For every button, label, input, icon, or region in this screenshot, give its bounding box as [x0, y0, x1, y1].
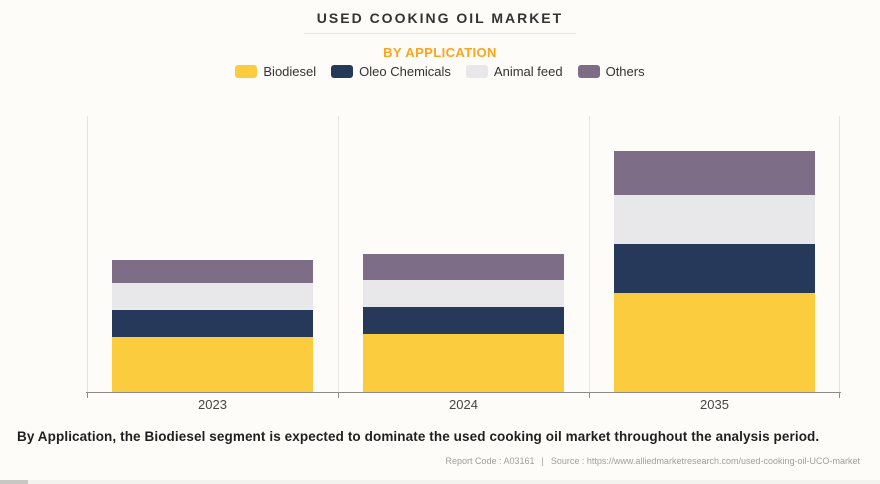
title-divider [304, 33, 576, 34]
legend-item-animal-feed: Animal feed [465, 64, 563, 79]
chart-caption: By Application, the Biodiesel segment is… [17, 429, 820, 444]
report-code: Report Code : A03161 [445, 456, 535, 466]
vertical-gridline [87, 116, 88, 392]
legend-item-oleo-chemicals: Oleo Chemicals [331, 64, 451, 79]
bar-segment-others-2023 [112, 260, 313, 283]
bar-segment-biodiesel-2024 [363, 334, 564, 392]
x-axis-line [86, 392, 841, 393]
page-title: USED COOKING OIL MARKET [316, 10, 564, 26]
legend-swatch-others [577, 65, 600, 78]
chart-header: USED COOKING OIL MARKET BY APPLICATION [0, 0, 880, 60]
bar-segment-animal-feed-2035 [614, 195, 815, 244]
horizontal-scrollbar-thumb[interactable] [0, 480, 28, 484]
stacked-bar-2023 [112, 260, 313, 392]
legend-label: Oleo Chemicals [359, 64, 451, 79]
footer: Report Code : A03161 | Source : https://… [445, 456, 860, 466]
legend-item-biodiesel: Biodiesel [235, 64, 316, 79]
vertical-gridline [588, 116, 590, 392]
bar-segment-biodiesel-2035 [614, 293, 815, 392]
bar-segment-biodiesel-2023 [112, 337, 313, 392]
stacked-bar-2024 [363, 254, 564, 392]
bar-segment-others-2035 [614, 151, 815, 195]
x-axis-label-2035: 2035 [700, 397, 729, 412]
category-slot-2035 [589, 116, 840, 392]
x-axis-labels: 2023 2024 2035 [87, 397, 840, 415]
axis-tick [589, 393, 590, 398]
legend-label: Animal feed [493, 64, 563, 79]
vertical-gridline [337, 116, 339, 392]
bar-segment-animal-feed-2024 [363, 280, 564, 307]
legend-swatch-animal-feed [465, 65, 488, 78]
bar-segment-oleo-chemicals-2023 [112, 310, 313, 337]
bar-segment-others-2024 [363, 254, 564, 280]
axis-tick [839, 393, 840, 398]
bar-segment-animal-feed-2023 [112, 283, 313, 310]
stacked-bar-chart [86, 116, 841, 398]
source-url[interactable]: Source : https://www.alliedmarketresearc… [550, 456, 860, 466]
horizontal-scrollbar-track[interactable] [0, 480, 880, 484]
vertical-gridline [839, 116, 840, 392]
chart-subtitle: BY APPLICATION [383, 45, 497, 60]
axis-tick [87, 393, 88, 398]
legend: Biodiesel Oleo Chemicals Animal feed Others [0, 64, 880, 79]
legend-swatch-biodiesel [235, 65, 258, 78]
legend-label: Others [605, 64, 645, 79]
bar-segment-oleo-chemicals-2035 [614, 244, 815, 293]
bar-segment-oleo-chemicals-2024 [363, 307, 564, 334]
category-slot-2024 [338, 116, 589, 392]
category-slot-2023 [87, 116, 338, 392]
footer-separator: | [541, 456, 544, 466]
stacked-bar-2035 [614, 151, 815, 392]
x-axis-label-2024: 2024 [449, 397, 478, 412]
legend-label: Biodiesel [263, 64, 317, 79]
axis-tick [337, 393, 339, 398]
x-axis-label-2023: 2023 [198, 397, 227, 412]
legend-swatch-oleo-chemicals [331, 65, 354, 78]
legend-item-others: Others [577, 64, 645, 79]
